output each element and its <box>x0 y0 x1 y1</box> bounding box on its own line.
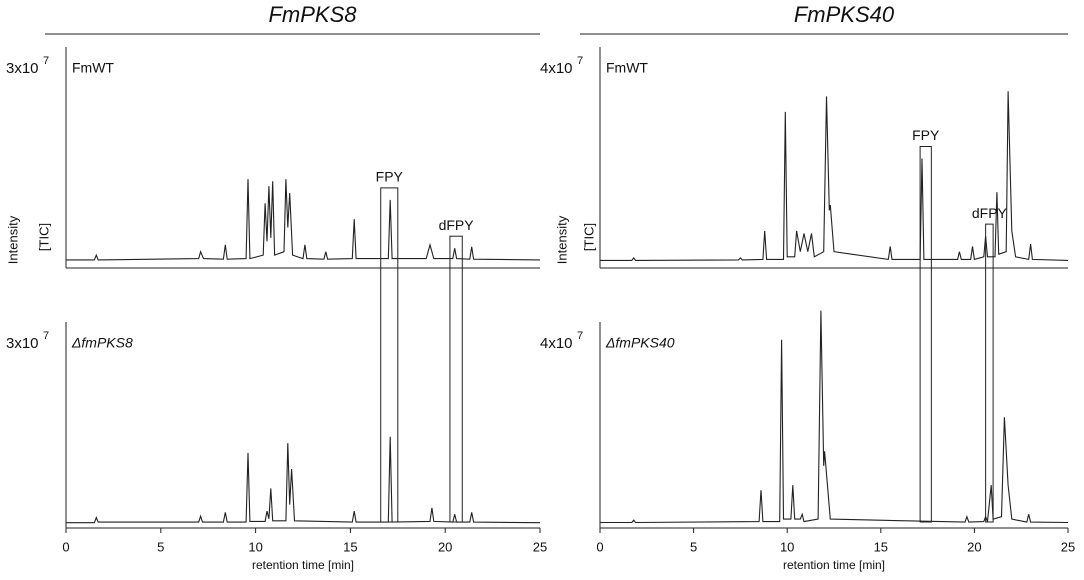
x-tick-label: 5 <box>690 539 697 554</box>
trace-name: ΔfmPKS8 <box>71 335 133 351</box>
x-tick-label: 20 <box>438 539 452 554</box>
panel-title: FmPKS8 <box>268 2 357 27</box>
y-label: Intensity <box>554 215 569 264</box>
x-tick-label: 15 <box>343 539 357 554</box>
scale-label: 3x10 <box>6 335 39 352</box>
scale-exponent: 7 <box>577 55 583 67</box>
scale-label: 4x10 <box>540 335 573 352</box>
x-tick-label: 15 <box>874 539 888 554</box>
scale-exponent: 7 <box>43 55 49 67</box>
x-tick-label: 25 <box>533 539 547 554</box>
x-tick-label: 25 <box>1061 539 1075 554</box>
trace-name: FmWT <box>606 60 648 76</box>
trace <box>66 179 541 261</box>
trace-name: ΔfmPKS40 <box>605 335 675 351</box>
annotation-box <box>380 187 399 523</box>
annotation-label: dFPY <box>972 205 1008 221</box>
trace <box>600 91 1069 261</box>
scale-label: 4x10 <box>540 60 573 77</box>
scale-exponent: 7 <box>577 330 583 342</box>
annotation-label: FPY <box>912 127 940 143</box>
annotation-box <box>919 146 932 523</box>
annotation-box <box>449 235 463 523</box>
annotation-label: dFPY <box>439 217 475 233</box>
x-label: retention time [min] <box>252 558 354 572</box>
scale-label: 3x10 <box>6 60 39 77</box>
x-tick-label: 0 <box>62 539 69 554</box>
trace <box>600 310 1069 524</box>
panel-title: FmPKS40 <box>794 2 895 27</box>
annotation-label: FPY <box>376 169 404 185</box>
x-tick-label: 0 <box>596 539 603 554</box>
trace <box>66 436 541 524</box>
y-label: Intensity <box>5 215 20 264</box>
scale-exponent: 7 <box>43 330 49 342</box>
trace-name: FmWT <box>72 60 114 76</box>
x-label: retention time [min] <box>783 558 885 572</box>
y-label-unit: [TIC] <box>581 223 596 251</box>
x-tick-label: 10 <box>248 539 262 554</box>
x-tick-label: 10 <box>780 539 794 554</box>
x-tick-label: 5 <box>157 539 164 554</box>
annotation-box <box>985 223 994 523</box>
x-tick-label: 20 <box>967 539 981 554</box>
y-label-unit: [TIC] <box>36 223 51 251</box>
